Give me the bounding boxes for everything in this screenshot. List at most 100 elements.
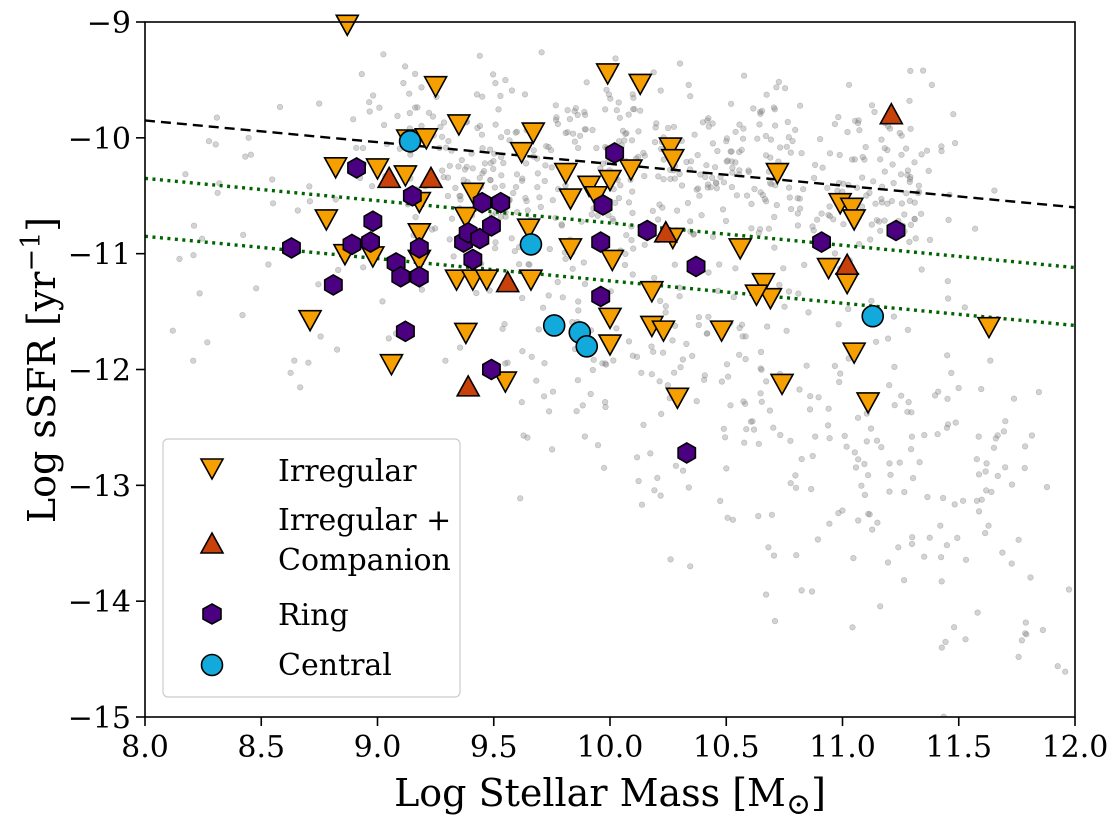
background-galaxy-point	[534, 170, 541, 177]
background-galaxy-point	[994, 432, 1001, 439]
background-galaxy-point	[512, 184, 520, 191]
background-galaxy-point	[775, 78, 783, 85]
background-galaxy-point	[732, 159, 739, 166]
irregular-point	[558, 188, 583, 211]
background-galaxy-point	[938, 148, 945, 155]
background-galaxy-point	[723, 465, 730, 472]
irregular-companion-point	[878, 102, 904, 125]
background-galaxy-point	[703, 330, 710, 337]
background-galaxy-point	[613, 107, 620, 114]
background-galaxy-point	[599, 160, 607, 167]
background-galaxy-point	[414, 104, 421, 111]
background-galaxy-point	[873, 437, 881, 444]
lower-boundary-line	[145, 234, 1075, 328]
background-galaxy-point	[400, 79, 407, 87]
background-galaxy-point	[796, 386, 803, 393]
y-tick-label: −11	[68, 238, 131, 273]
central-point	[575, 335, 599, 358]
background-galaxy-point	[437, 123, 444, 130]
background-galaxy-point	[376, 104, 383, 111]
x-tick-label: 11.0	[809, 730, 876, 765]
background-galaxy-point	[770, 552, 778, 559]
background-galaxy-point	[610, 218, 617, 225]
irregular-companion-point	[495, 269, 521, 293]
background-galaxy-point	[601, 399, 609, 406]
background-galaxy-point	[718, 378, 726, 385]
background-galaxy-point	[1018, 637, 1026, 644]
background-galaxy-point	[479, 170, 486, 177]
background-galaxy-point	[519, 294, 526, 302]
background-galaxy-point	[487, 177, 494, 184]
background-galaxy-point	[973, 456, 980, 463]
background-galaxy-point	[502, 76, 509, 84]
background-galaxy-point	[463, 163, 470, 170]
background-galaxy-point	[890, 313, 898, 320]
background-galaxy-point	[588, 211, 595, 218]
background-galaxy-point	[727, 100, 735, 107]
background-galaxy-point	[873, 217, 880, 224]
background-galaxy-point	[851, 156, 858, 163]
background-galaxy-point	[548, 446, 556, 453]
background-galaxy-point	[854, 119, 862, 127]
background-galaxy-point	[407, 151, 414, 158]
background-galaxy-point	[581, 281, 589, 288]
background-galaxy-point	[877, 156, 884, 163]
ring-point	[463, 248, 483, 271]
background-galaxy-point	[747, 418, 755, 425]
background-galaxy-point	[704, 330, 711, 337]
background-galaxy-point	[1054, 663, 1061, 670]
background-galaxy-point	[942, 638, 949, 646]
background-galaxy-point	[898, 151, 905, 158]
background-galaxy-point	[640, 421, 647, 429]
background-galaxy-point	[736, 121, 743, 128]
background-galaxy-point	[755, 512, 762, 520]
background-galaxy-point	[502, 360, 509, 367]
background-galaxy-point	[824, 422, 832, 429]
background-galaxy-point	[651, 274, 658, 281]
background-galaxy-point	[450, 253, 457, 260]
central-point	[861, 304, 885, 328]
ring-point	[677, 441, 697, 464]
background-galaxy-point	[481, 160, 489, 167]
background-galaxy-point	[854, 414, 862, 421]
background-galaxy-point	[350, 116, 357, 123]
background-galaxy-point	[520, 432, 527, 439]
background-galaxy-point	[640, 149, 647, 157]
irregular-point	[765, 162, 790, 186]
irregular-point	[558, 238, 583, 261]
background-galaxy-point	[381, 121, 388, 129]
background-galaxy-point	[766, 407, 774, 414]
background-galaxy-point	[500, 159, 507, 167]
background-galaxy-point	[704, 117, 711, 124]
background-galaxy-point	[1022, 619, 1029, 626]
background-galaxy-point	[603, 86, 610, 93]
ring-point	[593, 194, 613, 216]
background-galaxy-point	[720, 425, 727, 432]
ring-point	[605, 141, 625, 164]
background-galaxy-point	[818, 210, 825, 217]
background-galaxy-point	[720, 179, 728, 186]
background-galaxy-point	[594, 212, 601, 219]
background-galaxy-point	[771, 617, 779, 625]
sample-points	[281, 14, 1002, 464]
background-galaxy-point	[506, 137, 513, 144]
background-galaxy-point	[815, 394, 822, 401]
background-galaxy-point	[460, 176, 467, 183]
background-galaxy-point	[901, 489, 908, 496]
background-galaxy-point	[672, 462, 680, 469]
background-galaxy-point	[792, 484, 800, 491]
background-galaxy-point	[571, 108, 578, 115]
background-galaxy-point	[576, 132, 584, 139]
background-galaxy-point	[826, 520, 833, 527]
background-galaxy-point	[771, 213, 778, 221]
background-galaxy-point	[739, 333, 746, 340]
background-galaxy-point	[908, 409, 915, 416]
background-galaxy-point	[473, 91, 481, 98]
background-galaxy-point	[558, 222, 566, 229]
irregular-companion-point	[418, 165, 444, 189]
background-galaxy-point	[928, 81, 936, 88]
ring-point	[281, 236, 301, 259]
background-galaxy-point	[884, 559, 892, 566]
background-galaxy-point	[253, 285, 260, 292]
irregular-point	[446, 114, 472, 137]
